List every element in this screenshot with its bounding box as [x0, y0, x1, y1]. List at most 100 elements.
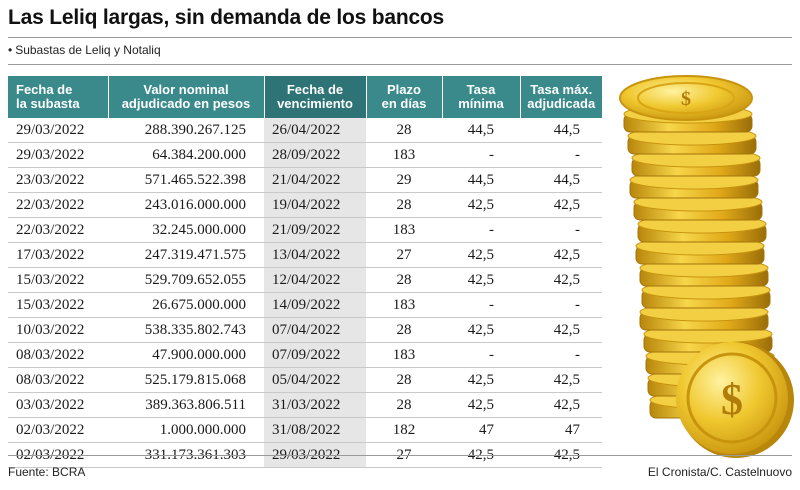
tasa-maxima-cell: - — [520, 217, 602, 243]
fecha-vencimiento-cell: 05/04/2022 — [264, 367, 366, 393]
valor-nominal-cell: 47.900.000.000 — [108, 342, 264, 368]
header-fecha-vencimiento: Fecha de vencimiento — [263, 76, 366, 118]
tasa-maxima-cell: - — [520, 292, 602, 318]
fecha-vencimiento-cell: 21/04/2022 — [264, 167, 366, 193]
plazo-cell: 183 — [366, 342, 442, 368]
tasa-minima-cell: 42,5 — [442, 392, 520, 418]
valor-nominal-cell: 288.390.267.125 — [108, 118, 264, 143]
table-row: 29/03/2022 64.384.200.000 28/09/2022 183- - — [8, 142, 602, 168]
tasa-minima-cell: - — [442, 292, 520, 318]
fecha-subasta-cell: 08/03/2022 — [8, 342, 108, 368]
valor-nominal-cell: 525.179.815.068 — [108, 367, 264, 393]
valor-nominal-cell: 571.465.522.398 — [108, 167, 264, 193]
tasa-minima-cell: - — [442, 217, 520, 243]
tasa-maxima-cell: 44,5 — [520, 118, 602, 143]
table-row: 23/03/2022 571.465.522.398 21/04/2022 29 44,… — [8, 167, 602, 193]
fecha-vencimiento-cell: 14/09/2022 — [264, 292, 366, 318]
valor-nominal-cell: 1.000.000.000 — [108, 417, 264, 443]
plazo-cell: 28 — [366, 392, 442, 418]
fecha-subasta-cell: 29/03/2022 — [8, 118, 108, 143]
table-header-row: Fecha de la subasta Valor nominal adjudica… — [8, 76, 602, 118]
table-row: 17/03/2022 247.319.471.575 13/04/2022 27 42,… — [8, 242, 602, 268]
valor-nominal-cell: 529.709.652.055 — [108, 267, 264, 293]
fecha-subasta-cell: 10/03/2022 — [8, 317, 108, 343]
tasa-maxima-cell: - — [520, 142, 602, 168]
tasa-maxima-cell: 42,5 — [520, 242, 602, 268]
page-title: Las Leliq largas, sin demanda de los ban… — [8, 6, 445, 29]
table-row: 03/03/2022 389.363.806.511 31/03/2022 28 42,… — [8, 392, 602, 418]
plazo-cell: 28 — [366, 317, 442, 343]
header-plazo: Plazo en días — [365, 76, 442, 118]
tasa-minima-cell: 42,5 — [442, 267, 520, 293]
plazo-cell: 27 — [366, 242, 442, 268]
tasa-minima-cell: 42,5 — [442, 367, 520, 393]
plazo-cell: 182 — [366, 417, 442, 443]
table-row: 08/03/2022 525.179.815.068 05/04/2022 28 42,… — [8, 367, 602, 393]
fecha-vencimiento-cell: 26/04/2022 — [264, 118, 366, 143]
fecha-subasta-cell: 22/03/2022 — [8, 192, 108, 218]
header-valor-nominal: Valor nominal adjudicado en pesos — [107, 76, 264, 118]
fecha-subasta-cell: 15/03/2022 — [8, 267, 108, 293]
tasa-minima-cell: - — [442, 142, 520, 168]
plazo-cell: 29 — [366, 167, 442, 193]
plazo-cell: 28 — [366, 367, 442, 393]
fecha-vencimiento-cell: 12/04/2022 — [264, 267, 366, 293]
fecha-vencimiento-cell: 13/04/2022 — [264, 242, 366, 268]
plazo-cell: 28 — [366, 118, 442, 143]
gold-coin-stack-icon: $ $ — [619, 75, 794, 458]
title-divider — [8, 37, 792, 38]
tasa-minima-cell: 42,5 — [442, 242, 520, 268]
subtitle-text: Subastas de Leliq y Notaliq — [15, 43, 161, 57]
fecha-vencimiento-cell: 21/09/2022 — [264, 217, 366, 243]
auction-table: Fecha de la subasta Valor nominal adjudica… — [8, 76, 602, 468]
fecha-vencimiento-cell: 19/04/2022 — [264, 192, 366, 218]
fecha-vencimiento-cell: 28/09/2022 — [264, 142, 366, 168]
fecha-subasta-cell: 08/03/2022 — [8, 367, 108, 393]
table-row: 02/03/2022 1.000.000.000 31/08/2022 182 47 47 — [8, 417, 602, 443]
tasa-maxima-cell: 44,5 — [520, 167, 602, 193]
big-coin: $ — [676, 342, 794, 458]
tasa-maxima-cell: 42,5 — [520, 317, 602, 343]
tasa-maxima-cell: 42,5 — [520, 367, 602, 393]
header-tasa-minima: Tasa mínima — [441, 76, 520, 118]
top-coin: $ — [619, 75, 753, 121]
table-body: 29/03/2022 288.390.267.125 26/04/2022 28 44,… — [8, 118, 602, 468]
valor-nominal-cell: 389.363.806.511 — [108, 392, 264, 418]
fecha-subasta-cell: 23/03/2022 — [8, 167, 108, 193]
table-row: 15/03/2022 26.675.000.000 14/09/2022 183- - — [8, 292, 602, 318]
fecha-vencimiento-cell: 07/09/2022 — [264, 342, 366, 368]
header-fecha-subasta: Fecha de la subasta — [8, 76, 108, 118]
plazo-cell: 183 — [366, 142, 442, 168]
plazo-cell: 28 — [366, 192, 442, 218]
fecha-vencimiento-cell: 31/03/2022 — [264, 392, 366, 418]
tasa-maxima-cell: 42,5 — [520, 267, 602, 293]
subtitle-bullet: • — [8, 43, 13, 57]
fecha-vencimiento-cell: 31/08/2022 — [264, 417, 366, 443]
table-row: 10/03/2022 538.335.802.743 07/04/2022 28 42,… — [8, 317, 602, 343]
tasa-minima-cell: - — [442, 342, 520, 368]
footer-divider — [8, 455, 792, 456]
tasa-minima-cell: 42,5 — [442, 192, 520, 218]
valor-nominal-cell: 64.384.200.000 — [108, 142, 264, 168]
valor-nominal-cell: 538.335.802.743 — [108, 317, 264, 343]
plazo-cell: 28 — [366, 267, 442, 293]
fecha-vencimiento-cell: 07/04/2022 — [264, 317, 366, 343]
dollar-symbol-top: $ — [681, 88, 691, 110]
fecha-subasta-cell: 29/03/2022 — [8, 142, 108, 168]
fecha-subasta-cell: 15/03/2022 — [8, 292, 108, 318]
valor-nominal-cell: 32.245.000.000 — [108, 217, 264, 243]
valor-nominal-cell: 26.675.000.000 — [108, 292, 264, 318]
tasa-maxima-cell: 42,5 — [520, 192, 602, 218]
header-tasa-maxima: Tasa máx. adjudicada — [519, 76, 602, 118]
subtitle: • Subastas de Leliq y Notaliq — [8, 43, 161, 57]
fecha-subasta-cell: 03/03/2022 — [8, 392, 108, 418]
tasa-maxima-cell: - — [520, 342, 602, 368]
table-row: 08/03/2022 47.900.000.000 07/09/2022 183- - — [8, 342, 602, 368]
plazo-cell: 183 — [366, 292, 442, 318]
tasa-minima-cell: 44,5 — [442, 167, 520, 193]
tasa-minima-cell: 47 — [442, 417, 520, 443]
tasa-minima-cell: 44,5 — [442, 118, 520, 143]
source-note: Fuente: BCRA — [8, 465, 86, 479]
valor-nominal-cell: 243.016.000.000 — [108, 192, 264, 218]
fecha-subasta-cell: 22/03/2022 — [8, 217, 108, 243]
